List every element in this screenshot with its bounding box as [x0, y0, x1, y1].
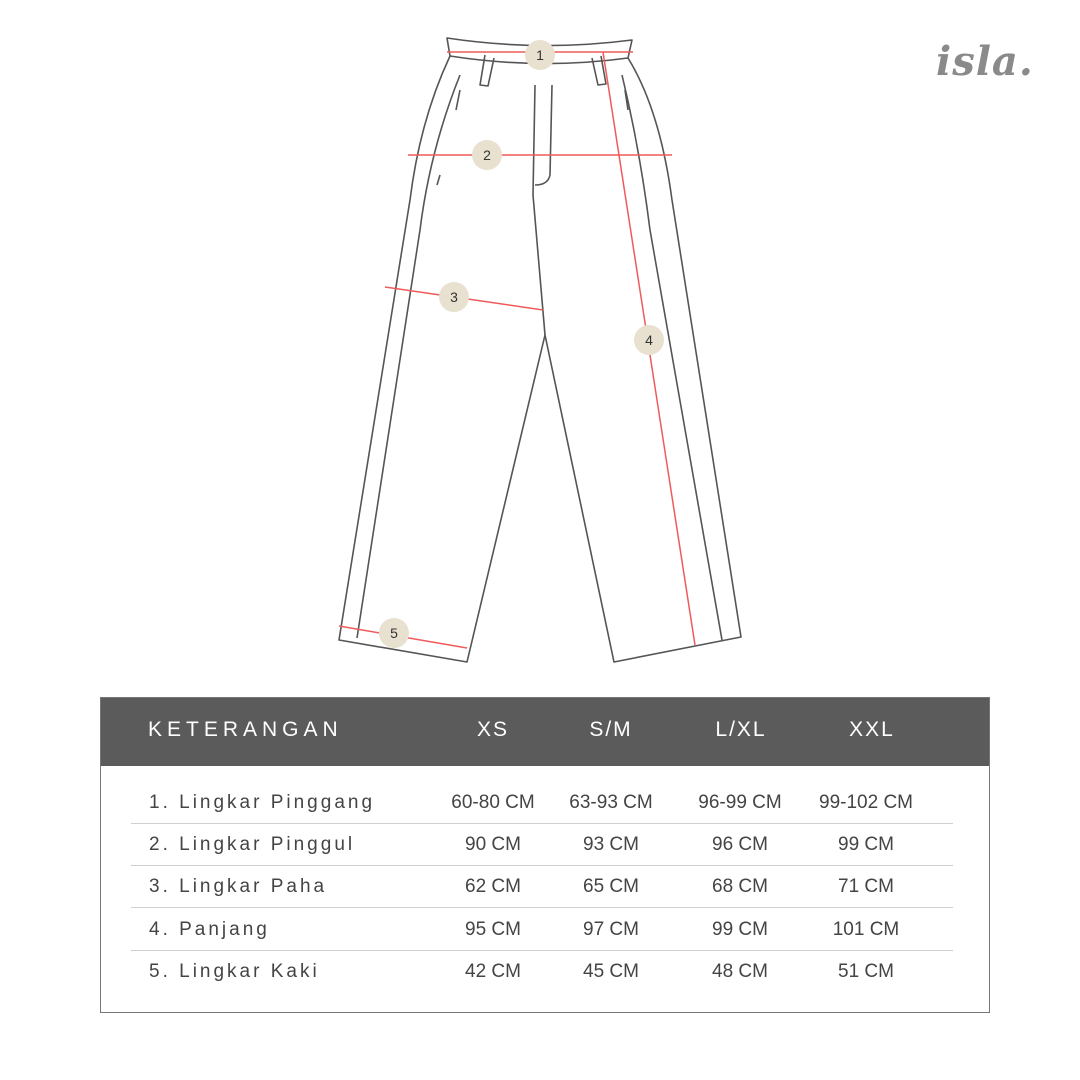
size-value: 48 CM: [712, 961, 768, 982]
row-label: 4. Panjang: [149, 919, 270, 940]
header-size-xs: XS: [476, 718, 510, 741]
table-header: KETERANGAN XS S/M L/XL XXL: [101, 698, 989, 766]
size-value: 51 CM: [838, 961, 894, 982]
size-value: 101 CM: [832, 919, 900, 940]
pants-diagram: 1 2 3 4 5: [338, 37, 742, 663]
side-stripe-right: [621, 74, 723, 641]
size-value: 97 CM: [583, 919, 639, 940]
size-value: 60-80 CM: [451, 792, 535, 813]
table-row: 5. Lingkar Kaki 42 CM 45 CM 48 CM 51 CM: [131, 950, 953, 992]
table-row: 2. Lingkar Pinggul 90 CM 93 CM 96 CM 99 CM: [131, 823, 953, 866]
size-value: 93 CM: [583, 834, 639, 855]
size-value: 63-93 CM: [569, 792, 653, 813]
marker-5-label: 5: [390, 625, 398, 641]
marker-4-label: 4: [645, 332, 653, 348]
header-size-sm: S/M: [589, 718, 633, 741]
row-label: 3. Lingkar Paha: [149, 876, 328, 897]
size-value: 99-102 CM: [819, 792, 913, 813]
header-size-xxl: XXL: [849, 718, 895, 741]
marker-2: [472, 140, 502, 170]
size-value: 45 CM: [583, 961, 639, 982]
size-value: 71 CM: [838, 876, 894, 897]
marker-5: [379, 618, 409, 648]
size-value: 42 CM: [465, 961, 521, 982]
size-value: 65 CM: [583, 876, 639, 897]
marker-3: [439, 282, 469, 312]
table-row: 4. Panjang 95 CM 97 CM 99 CM 101 CM: [131, 908, 953, 951]
side-stripe-left: [356, 74, 461, 639]
size-value: 99 CM: [838, 834, 894, 855]
size-value: 99 CM: [712, 919, 768, 940]
belt-loop-right: [591, 55, 607, 86]
marker-1: [525, 40, 555, 70]
size-value: 96-99 CM: [698, 792, 782, 813]
table-row: 3. Lingkar Paha 62 CM 65 CM 68 CM 71 CM: [131, 865, 953, 908]
header-label: KETERANGAN: [148, 718, 343, 741]
marker-3-label: 3: [450, 289, 458, 305]
brand-logo: isla.: [936, 38, 1034, 85]
table-row: 1. Lingkar Pinggang 60-80 CM 63-93 CM 96-99…: [131, 781, 953, 824]
row-label: 5. Lingkar Kaki: [149, 961, 320, 982]
marker-1-label: 1: [536, 47, 544, 63]
row-label: 1. Lingkar Pinggang: [149, 792, 376, 813]
marker-4: [634, 325, 664, 355]
pocket-right: [624, 89, 629, 111]
size-value: 90 CM: [465, 834, 521, 855]
header-size-lxl: L/XL: [715, 718, 767, 741]
marker-2-label: 2: [483, 147, 491, 163]
row-label: 2. Lingkar Pinggul: [149, 834, 356, 855]
size-value: 95 CM: [465, 919, 521, 940]
fly: [532, 84, 553, 336]
belt-loop-left: [479, 54, 495, 87]
size-value: 68 CM: [712, 876, 768, 897]
size-value: 96 CM: [712, 834, 768, 855]
size-value: 62 CM: [465, 876, 521, 897]
pocket-left: [436, 89, 461, 186]
size-table: KETERANGAN XS S/M L/XL XXL 1. Lingkar Pi…: [100, 697, 990, 1013]
